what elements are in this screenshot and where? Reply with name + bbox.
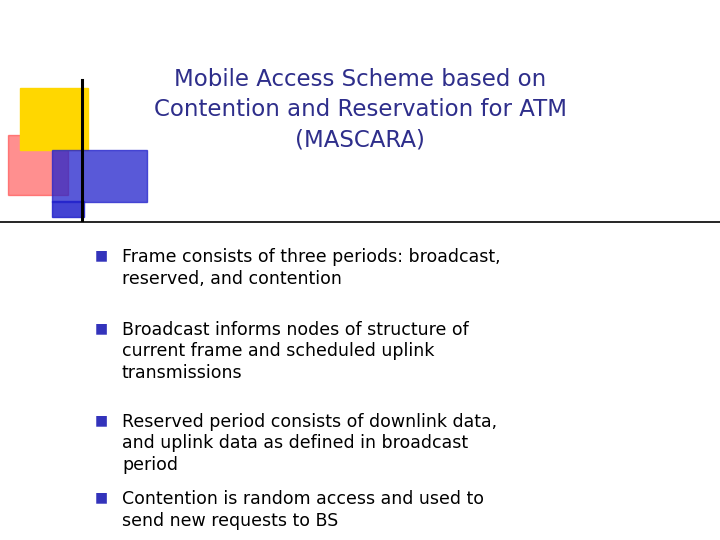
Text: ■: ■ [95, 321, 108, 335]
Text: Broadcast informs nodes of structure of
current frame and scheduled uplink
trans: Broadcast informs nodes of structure of … [122, 321, 469, 382]
Text: Mobile Access Scheme based on
Contention and Reservation for ATM
(MASCARA): Mobile Access Scheme based on Contention… [153, 68, 567, 152]
Text: Frame consists of three periods: broadcast,
reserved, and contention: Frame consists of three periods: broadca… [122, 248, 500, 287]
Bar [52, 150, 147, 202]
Text: ■: ■ [95, 248, 108, 262]
Bar [8, 135, 68, 195]
Text: ■: ■ [95, 490, 108, 504]
Text: Contention is random access and used to
send new requests to BS: Contention is random access and used to … [122, 490, 484, 530]
Bar [52, 201, 84, 217]
Text: Reserved period consists of downlink data,
and uplink data as defined in broadca: Reserved period consists of downlink dat… [122, 413, 497, 474]
Bar [20, 88, 88, 150]
Text: ■: ■ [95, 413, 108, 427]
